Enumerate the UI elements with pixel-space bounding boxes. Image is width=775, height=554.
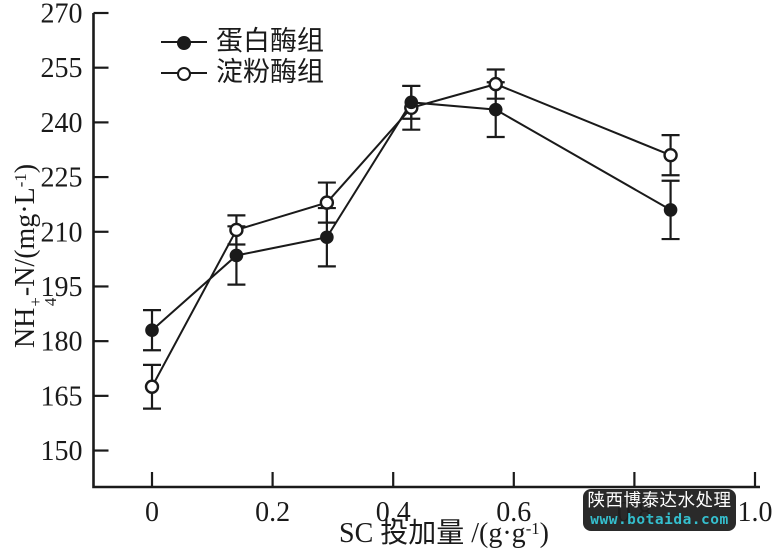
data-point-open [144, 379, 160, 394]
x-title-close: ) [539, 518, 549, 549]
legend-item-protease: 蛋白酶组 [161, 26, 324, 57]
x-tick-label: 0.2 [255, 497, 290, 528]
y-tick-label: 195 [41, 272, 83, 303]
y-tick-label: 270 [41, 0, 83, 30]
x-title-exponent: -1 [525, 518, 540, 538]
watermark: 陕西博泰达水处理 www.botaida.com [583, 489, 736, 531]
y-title-prefix: NH [10, 307, 41, 349]
y-tick-label: 225 [41, 163, 83, 194]
data-point-open [319, 195, 335, 210]
data-point-filled [663, 203, 678, 217]
data-point-open [488, 76, 503, 92]
watermark-url: www.botaida.com [590, 512, 729, 528]
legend-line-sample [161, 35, 207, 50]
legend: 蛋白酶组 淀粉酶组 [161, 26, 324, 88]
x-title-prefix: SC 投加量 /(g·g [339, 518, 526, 549]
axes [92, 13, 760, 489]
x-tick-label: 0 [145, 497, 159, 528]
data-point-filled [145, 323, 159, 338]
x-tick-label: 1.0 [738, 497, 773, 528]
open-circle-icon [177, 66, 191, 81]
y-tick-label: 180 [41, 327, 83, 358]
data-point-open [229, 222, 244, 238]
legend-line-sample [161, 66, 207, 81]
x-tick-label: 0.4 [376, 497, 411, 528]
data-point-filled [488, 102, 503, 117]
y-title-close: ) [10, 163, 41, 174]
data-point-filled [320, 230, 334, 245]
y-tick-label: 255 [41, 53, 83, 84]
y-axis-title: NH +4 -N/(mg·L-1) [9, 106, 60, 406]
y-tick-label: 240 [41, 108, 83, 139]
data-point-filled [229, 248, 244, 263]
y-tick-label: 150 [41, 436, 83, 467]
y-tick-label: 165 [41, 381, 83, 412]
x-tick-label: 0.6 [496, 497, 531, 528]
y-title-sub: 4 [40, 297, 60, 307]
data-point-open [663, 147, 678, 163]
series-line-filled-circle [151, 101, 672, 331]
x-axis-title: SC 投加量 /(g·g-1) [244, 517, 644, 554]
y-tick-label: 210 [41, 217, 83, 248]
watermark-text: 陕西博泰达水处理 [587, 491, 732, 511]
data-point-filled [404, 95, 419, 110]
legend-label-protease: 蛋白酶组 [216, 26, 324, 56]
y-title-mid: -N/(mg·L [10, 187, 41, 297]
series-line-open-circle [151, 83, 671, 388]
y-title-supsub: +4 [26, 297, 60, 307]
legend-label-amylase: 淀粉酶组 [216, 57, 324, 87]
y-title-exponent: -1 [10, 173, 30, 188]
legend-item-amylase: 淀粉酶组 [161, 57, 324, 88]
filled-circle-icon [177, 35, 191, 50]
